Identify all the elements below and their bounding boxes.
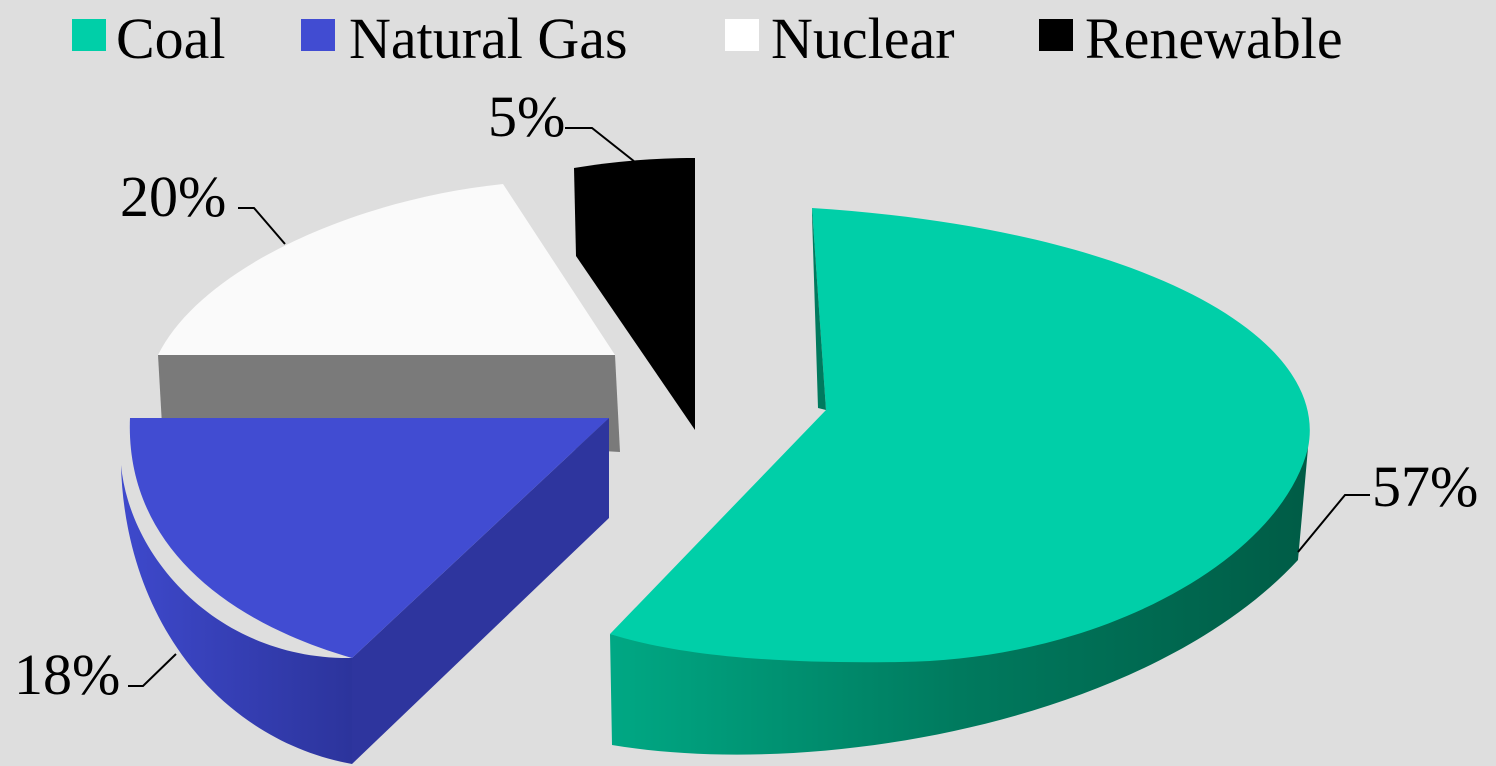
data-label-renewable: 5% (488, 84, 565, 149)
slice-nuclear-top (158, 184, 615, 355)
slice-renewable (574, 158, 695, 430)
leader-lines (128, 127, 1370, 687)
leader-line-renewable (565, 127, 636, 163)
slice-coal (610, 208, 1310, 755)
slice-natural-gas-top (129, 418, 609, 658)
leader-line-coal (1297, 494, 1370, 553)
data-label-coal: 57% (1372, 454, 1478, 519)
data-label-natural-gas: 18% (14, 642, 120, 707)
legend: Coal Natural Gas Nuclear Renewable (72, 6, 1343, 71)
legend-swatch-natural-gas (301, 19, 335, 51)
slice-coal-inner-edge (812, 208, 826, 410)
slice-natural-gas-face (352, 418, 609, 764)
slice-nuclear (158, 184, 620, 452)
legend-swatch-renewable (1039, 19, 1073, 51)
slice-renewable-top (574, 158, 695, 430)
leader-line-natural-gas (128, 653, 177, 687)
legend-label-coal: Coal (116, 6, 226, 71)
legend-label-natural-gas: Natural Gas (349, 6, 628, 71)
data-labels: 5% 20% 57% 18% (14, 84, 1478, 707)
slice-natural-gas-side (121, 465, 352, 764)
slice-natural-gas (121, 418, 609, 764)
legend-label-nuclear: Nuclear (771, 6, 955, 71)
slice-coal-side (610, 448, 1308, 755)
legend-swatch-nuclear (725, 19, 759, 51)
legend-swatch-coal (72, 19, 106, 51)
data-label-nuclear: 20% (120, 164, 226, 229)
legend-label-renewable: Renewable (1085, 6, 1343, 71)
slice-coal-top (610, 208, 1310, 663)
leader-line-nuclear (238, 207, 286, 245)
